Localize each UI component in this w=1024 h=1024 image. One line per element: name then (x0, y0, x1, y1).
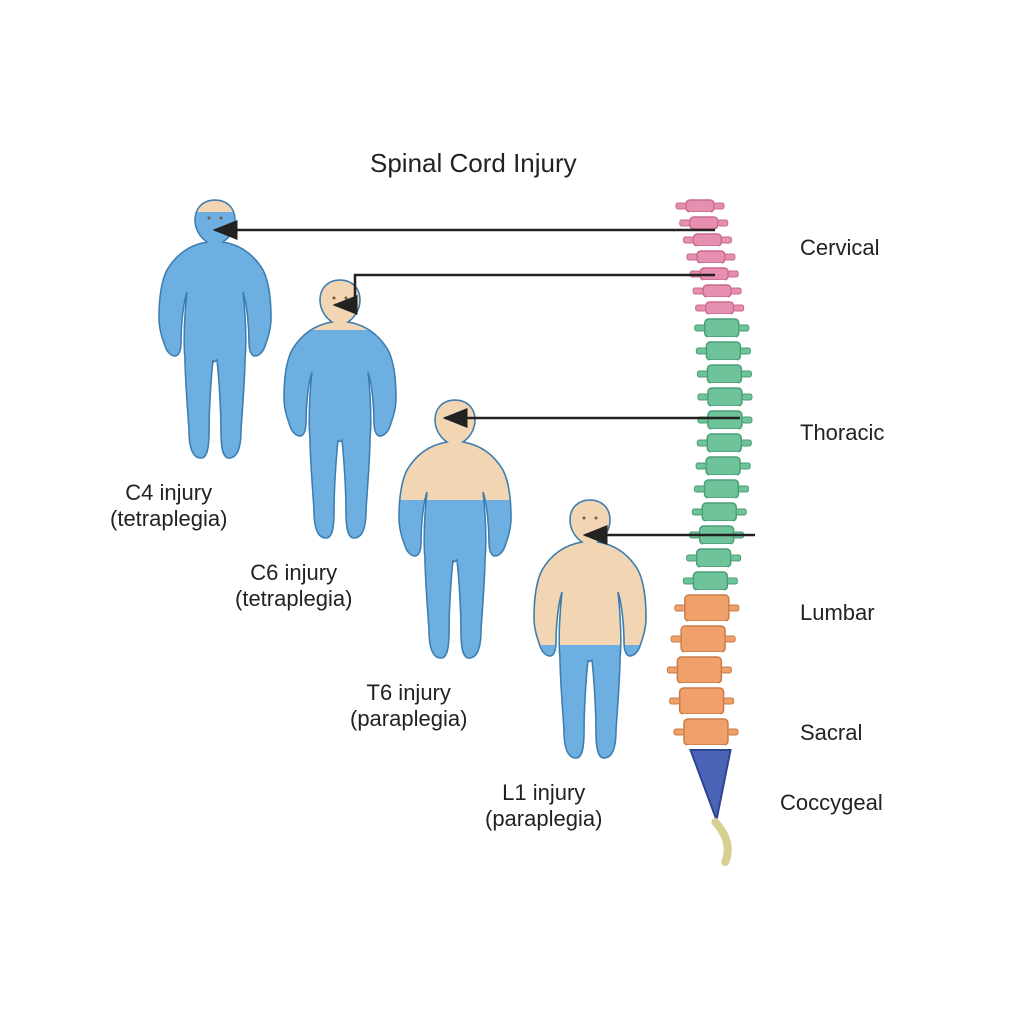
figure-label-c4: C4 injury(tetraplegia) (110, 480, 227, 533)
label-line2: (tetraplegia) (235, 586, 352, 611)
label-line2: (tetraplegia) (110, 506, 227, 531)
spine-label-cervical: Cervical (800, 235, 879, 261)
figure-t6 (395, 400, 515, 660)
figure-c4 (155, 200, 275, 460)
figure-c6 (280, 280, 400, 540)
spine-label-thoracic: Thoracic (800, 420, 884, 446)
label-line1: L1 injury (502, 780, 585, 805)
figure-l1 (530, 500, 650, 760)
spine (667, 200, 752, 862)
figure-label-c6: C6 injury(tetraplegia) (235, 560, 352, 613)
label-line2: (paraplegia) (350, 706, 467, 731)
spine-label-sacral: Sacral (800, 720, 862, 746)
figure-label-l1: L1 injury(paraplegia) (485, 780, 602, 833)
spine-label-lumbar: Lumbar (800, 600, 875, 626)
label-line1: T6 injury (367, 680, 451, 705)
figure-label-t6: T6 injury(paraplegia) (350, 680, 467, 733)
label-line2: (paraplegia) (485, 806, 602, 831)
diagram-canvas: Spinal Cord Injury C4 injury(tetraplegia… (0, 0, 1024, 1024)
label-line1: C6 injury (250, 560, 337, 585)
arrow-1 (335, 275, 715, 305)
spine-label-coccygeal: Coccygeal (780, 790, 883, 816)
label-line1: C4 injury (125, 480, 212, 505)
